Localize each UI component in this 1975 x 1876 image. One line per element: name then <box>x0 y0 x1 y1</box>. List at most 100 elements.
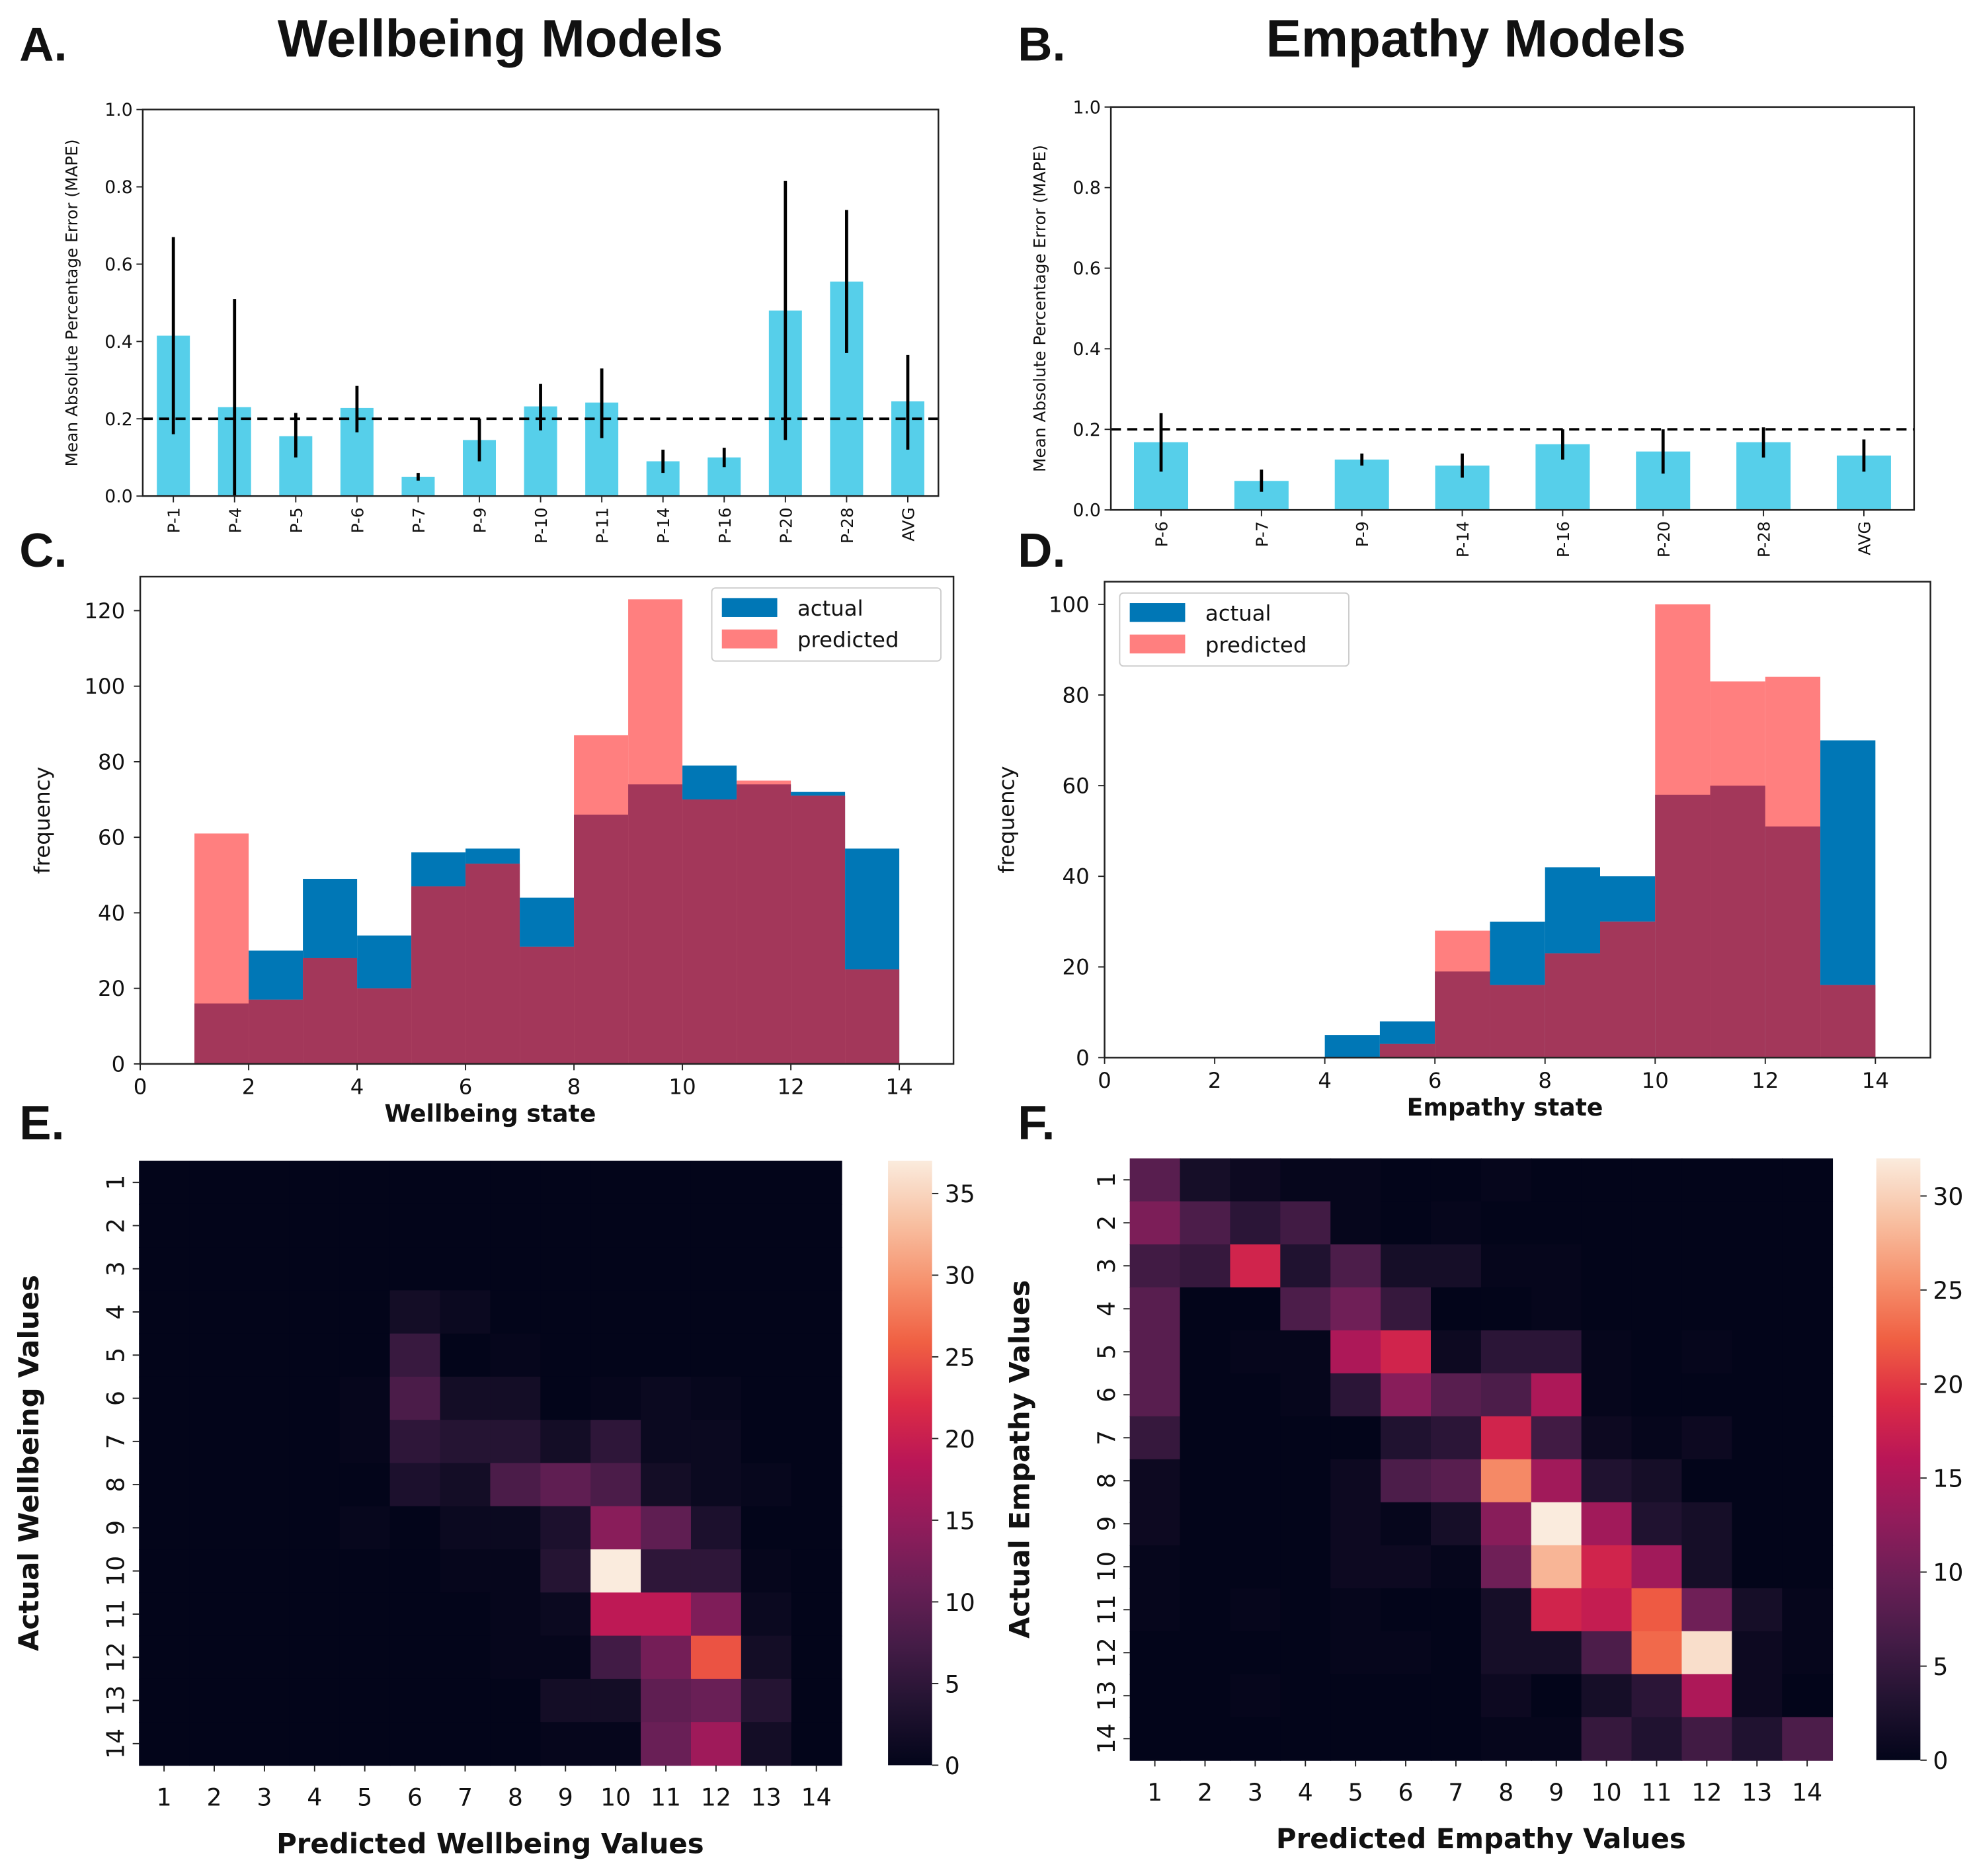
heatmap-cell <box>1681 1459 1733 1503</box>
x-tick-label: 6 <box>1398 1778 1414 1807</box>
heatmap-cell <box>1480 1287 1532 1331</box>
heatmap-cell <box>1330 1502 1382 1546</box>
heatmap-cell <box>389 1722 441 1766</box>
heatmap-cell <box>641 1203 692 1248</box>
overlap-bar <box>628 784 683 1064</box>
axes-frame <box>139 575 955 1065</box>
heatmap-cell <box>540 1549 592 1594</box>
heatmap-cell <box>139 1506 190 1550</box>
heatmap-cell <box>1581 1631 1632 1675</box>
x-tick-label: 10 <box>1592 1778 1622 1807</box>
heatmap-cell <box>1430 1158 1482 1202</box>
y-tick-label: 1 <box>1092 1172 1121 1188</box>
heatmap-cell <box>1581 1373 1632 1417</box>
colorbar-tick-label: 0 <box>945 1752 960 1780</box>
heatmap-cell <box>1180 1674 1231 1718</box>
heatmap-cell <box>139 1420 190 1464</box>
x-tick-label: 3 <box>257 1783 272 1811</box>
heatmap-cell <box>1330 1459 1382 1503</box>
bar-chart-0: Wellbeing Models P-1 P-4 P-5 P-6 P-7 P-9 P-10 P-… <box>62 9 940 544</box>
heatmap-cell <box>1381 1330 1431 1374</box>
x-tick-label: P-14 <box>654 507 673 544</box>
heatmap-cell <box>1681 1287 1733 1331</box>
heatmap-cell <box>540 1592 592 1637</box>
heatmap-cell <box>590 1635 642 1680</box>
x-tick-label: 8 <box>1498 1778 1513 1807</box>
heatmap-cell <box>139 1549 190 1594</box>
heatmap-cell <box>189 1161 240 1205</box>
heatmap-cell <box>139 1635 190 1680</box>
heatmap-cell <box>1631 1545 1683 1589</box>
heatmap-cell <box>1230 1674 1281 1718</box>
x-tick-label: 8 <box>1538 1068 1552 1093</box>
heatmap-cell <box>490 1635 542 1680</box>
heatmap-cell <box>690 1161 742 1205</box>
x-tick-label: 6 <box>407 1783 423 1811</box>
heatmap-cell <box>1782 1244 1834 1288</box>
heatmap-cell <box>139 1678 190 1723</box>
heatmap-cell <box>1180 1502 1231 1546</box>
heatmap-cell <box>389 1463 441 1507</box>
heatmap-cell <box>1782 1631 1834 1675</box>
heatmap-cell <box>1129 1674 1181 1718</box>
x-tick-label: 4 <box>1298 1778 1313 1807</box>
heatmap-cell <box>540 1333 592 1377</box>
heatmap-cell <box>440 1333 491 1377</box>
heatmap-cell <box>189 1420 240 1464</box>
heatmap-cell <box>389 1678 441 1723</box>
y-tick-label: 4 <box>1092 1301 1121 1317</box>
heatmap-cell <box>440 1678 491 1723</box>
overlap-bar <box>737 784 791 1064</box>
heatmap-cell <box>1280 1158 1332 1202</box>
heatmap-cell <box>1480 1416 1532 1460</box>
legend: actual predicted <box>711 587 942 662</box>
heatmap-cell <box>690 1203 742 1248</box>
heatmap-cell <box>189 1635 240 1680</box>
heatmap-cell <box>641 1678 692 1723</box>
heatmap-cell <box>540 1203 592 1248</box>
heatmap-cell <box>641 1247 692 1291</box>
x-tick-label: 11 <box>651 1783 681 1811</box>
y-tick-label: 60 <box>1063 774 1090 799</box>
heatmap-cell <box>1280 1631 1332 1675</box>
heatmap-cell <box>1381 1588 1431 1632</box>
y-tick-label: 12 <box>1092 1637 1121 1668</box>
heatmap-cell <box>1330 1631 1382 1675</box>
heatmap-cell <box>741 1506 792 1550</box>
heatmap-cell <box>239 1722 290 1766</box>
panel-label: F. <box>1018 1097 1055 1150</box>
heatmap-cell <box>540 1506 592 1550</box>
y-axis-label: Mean Absolute Percentage Error (MAPE) <box>1030 145 1049 472</box>
heatmap-cell <box>239 1463 290 1507</box>
heatmap-cell <box>1430 1717 1482 1761</box>
heatmap-cell <box>490 1333 542 1377</box>
heatmap-cell <box>1480 1158 1532 1202</box>
heatmap-cell <box>289 1203 341 1248</box>
heatmap-cell <box>1129 1588 1181 1632</box>
overlap-bar <box>303 958 358 1064</box>
heatmap-cell <box>741 1678 792 1723</box>
heatmap-cell <box>1732 1545 1783 1589</box>
heatmap-cell <box>440 1161 491 1205</box>
bar-chart-1: Empathy Models P-6 P-7 P-9 P-14 P-16 P-20 P-28 A… <box>1030 9 1915 557</box>
heatmap-cell <box>1180 1631 1231 1675</box>
heatmap-cell <box>690 1463 742 1507</box>
heatmap-cell <box>389 1333 441 1377</box>
heatmap-cell <box>590 1333 642 1377</box>
x-tick-label: 7 <box>1448 1778 1463 1807</box>
heatmap-cell <box>239 1635 290 1680</box>
histogram-2: 0 2 4 6 8 10 12 14 0 20 40 60 80 100 120 Wellbeing stat… <box>30 575 955 1127</box>
heatmap-cell <box>139 1161 190 1205</box>
x-tick-label: P-7 <box>1252 521 1271 547</box>
heatmap-cell <box>1782 1287 1834 1331</box>
heatmap-cell <box>1230 1158 1281 1202</box>
y-axis-label: Actual Wellbeing Values <box>13 1275 45 1651</box>
heatmap-cell <box>1681 1373 1733 1417</box>
y-tick-label: 8 <box>101 1477 130 1492</box>
heatmap-cell <box>1732 1631 1783 1675</box>
heatmap-cell <box>1180 1330 1231 1374</box>
overlap-bar <box>520 946 575 1064</box>
x-tick-label: P-20 <box>776 507 795 544</box>
y-tick-label: 6 <box>101 1391 130 1406</box>
heatmap-cell <box>1480 1330 1532 1374</box>
